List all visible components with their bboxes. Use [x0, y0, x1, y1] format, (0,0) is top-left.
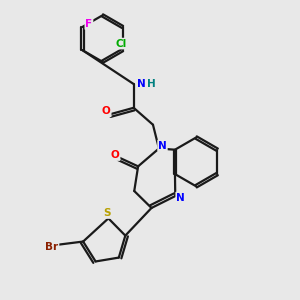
Text: N: N [176, 193, 185, 202]
Text: H: H [146, 79, 155, 89]
Text: F: F [85, 19, 92, 29]
Text: Br: Br [45, 242, 58, 252]
Text: N: N [137, 79, 146, 89]
Text: N: N [158, 140, 167, 151]
Text: Cl: Cl [116, 39, 127, 49]
Text: O: O [102, 106, 111, 116]
Text: S: S [103, 208, 111, 218]
Text: O: O [111, 150, 120, 160]
